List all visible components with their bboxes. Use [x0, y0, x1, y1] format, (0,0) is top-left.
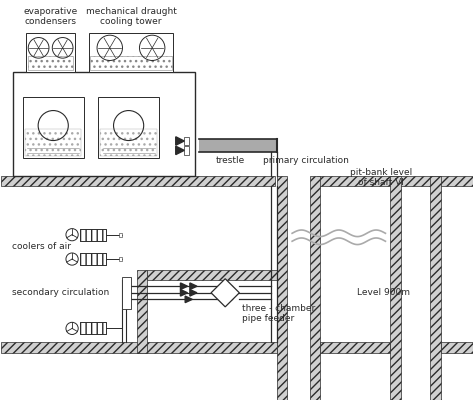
- Bar: [118, 233, 121, 237]
- Bar: [199, 139, 277, 152]
- Bar: [80, 229, 106, 241]
- Bar: [320, 342, 390, 353]
- Bar: [80, 253, 106, 265]
- Text: primary circulation: primary circulation: [263, 156, 349, 165]
- Polygon shape: [176, 137, 184, 145]
- Text: mechanical draught
cooling tower: mechanical draught cooling tower: [85, 7, 176, 26]
- Polygon shape: [181, 290, 188, 296]
- Polygon shape: [181, 283, 188, 290]
- Text: three - chamber
pipe feeder: three - chamber pipe feeder: [242, 304, 315, 323]
- Bar: [80, 322, 106, 334]
- Bar: [23, 97, 84, 158]
- Bar: [89, 33, 173, 72]
- Bar: [390, 176, 401, 400]
- Polygon shape: [185, 296, 192, 303]
- Bar: [25, 129, 82, 156]
- Text: evaporative
condensers: evaporative condensers: [24, 7, 78, 26]
- Bar: [184, 146, 189, 155]
- Text: secondary circulation: secondary circulation: [12, 288, 109, 297]
- Polygon shape: [190, 290, 197, 296]
- Bar: [184, 137, 189, 145]
- Bar: [80, 322, 106, 334]
- Bar: [137, 270, 147, 353]
- Bar: [310, 176, 320, 400]
- Polygon shape: [190, 283, 197, 290]
- Polygon shape: [176, 146, 184, 155]
- Bar: [118, 257, 121, 261]
- Bar: [80, 253, 106, 265]
- Bar: [430, 176, 440, 400]
- Bar: [1, 176, 275, 186]
- Bar: [277, 176, 287, 400]
- Bar: [1, 342, 277, 353]
- Bar: [121, 277, 131, 309]
- Bar: [28, 56, 73, 70]
- Bar: [26, 33, 75, 72]
- Bar: [440, 342, 473, 353]
- Text: trestle: trestle: [216, 156, 245, 165]
- Bar: [80, 229, 106, 241]
- Text: coolers of air: coolers of air: [12, 242, 71, 251]
- Bar: [147, 270, 277, 280]
- Polygon shape: [211, 279, 239, 307]
- Text: Level 900m: Level 900m: [357, 288, 410, 297]
- Bar: [98, 97, 159, 158]
- Bar: [91, 56, 172, 70]
- Text: pit-bank level
of shaft VI: pit-bank level of shaft VI: [350, 168, 412, 187]
- Bar: [317, 176, 473, 186]
- Bar: [100, 129, 157, 156]
- Bar: [13, 72, 195, 176]
